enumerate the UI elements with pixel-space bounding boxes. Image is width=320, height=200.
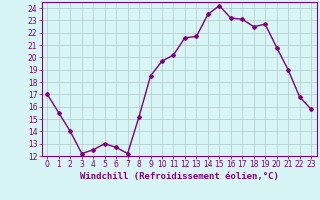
X-axis label: Windchill (Refroidissement éolien,°C): Windchill (Refroidissement éolien,°C) bbox=[80, 172, 279, 181]
